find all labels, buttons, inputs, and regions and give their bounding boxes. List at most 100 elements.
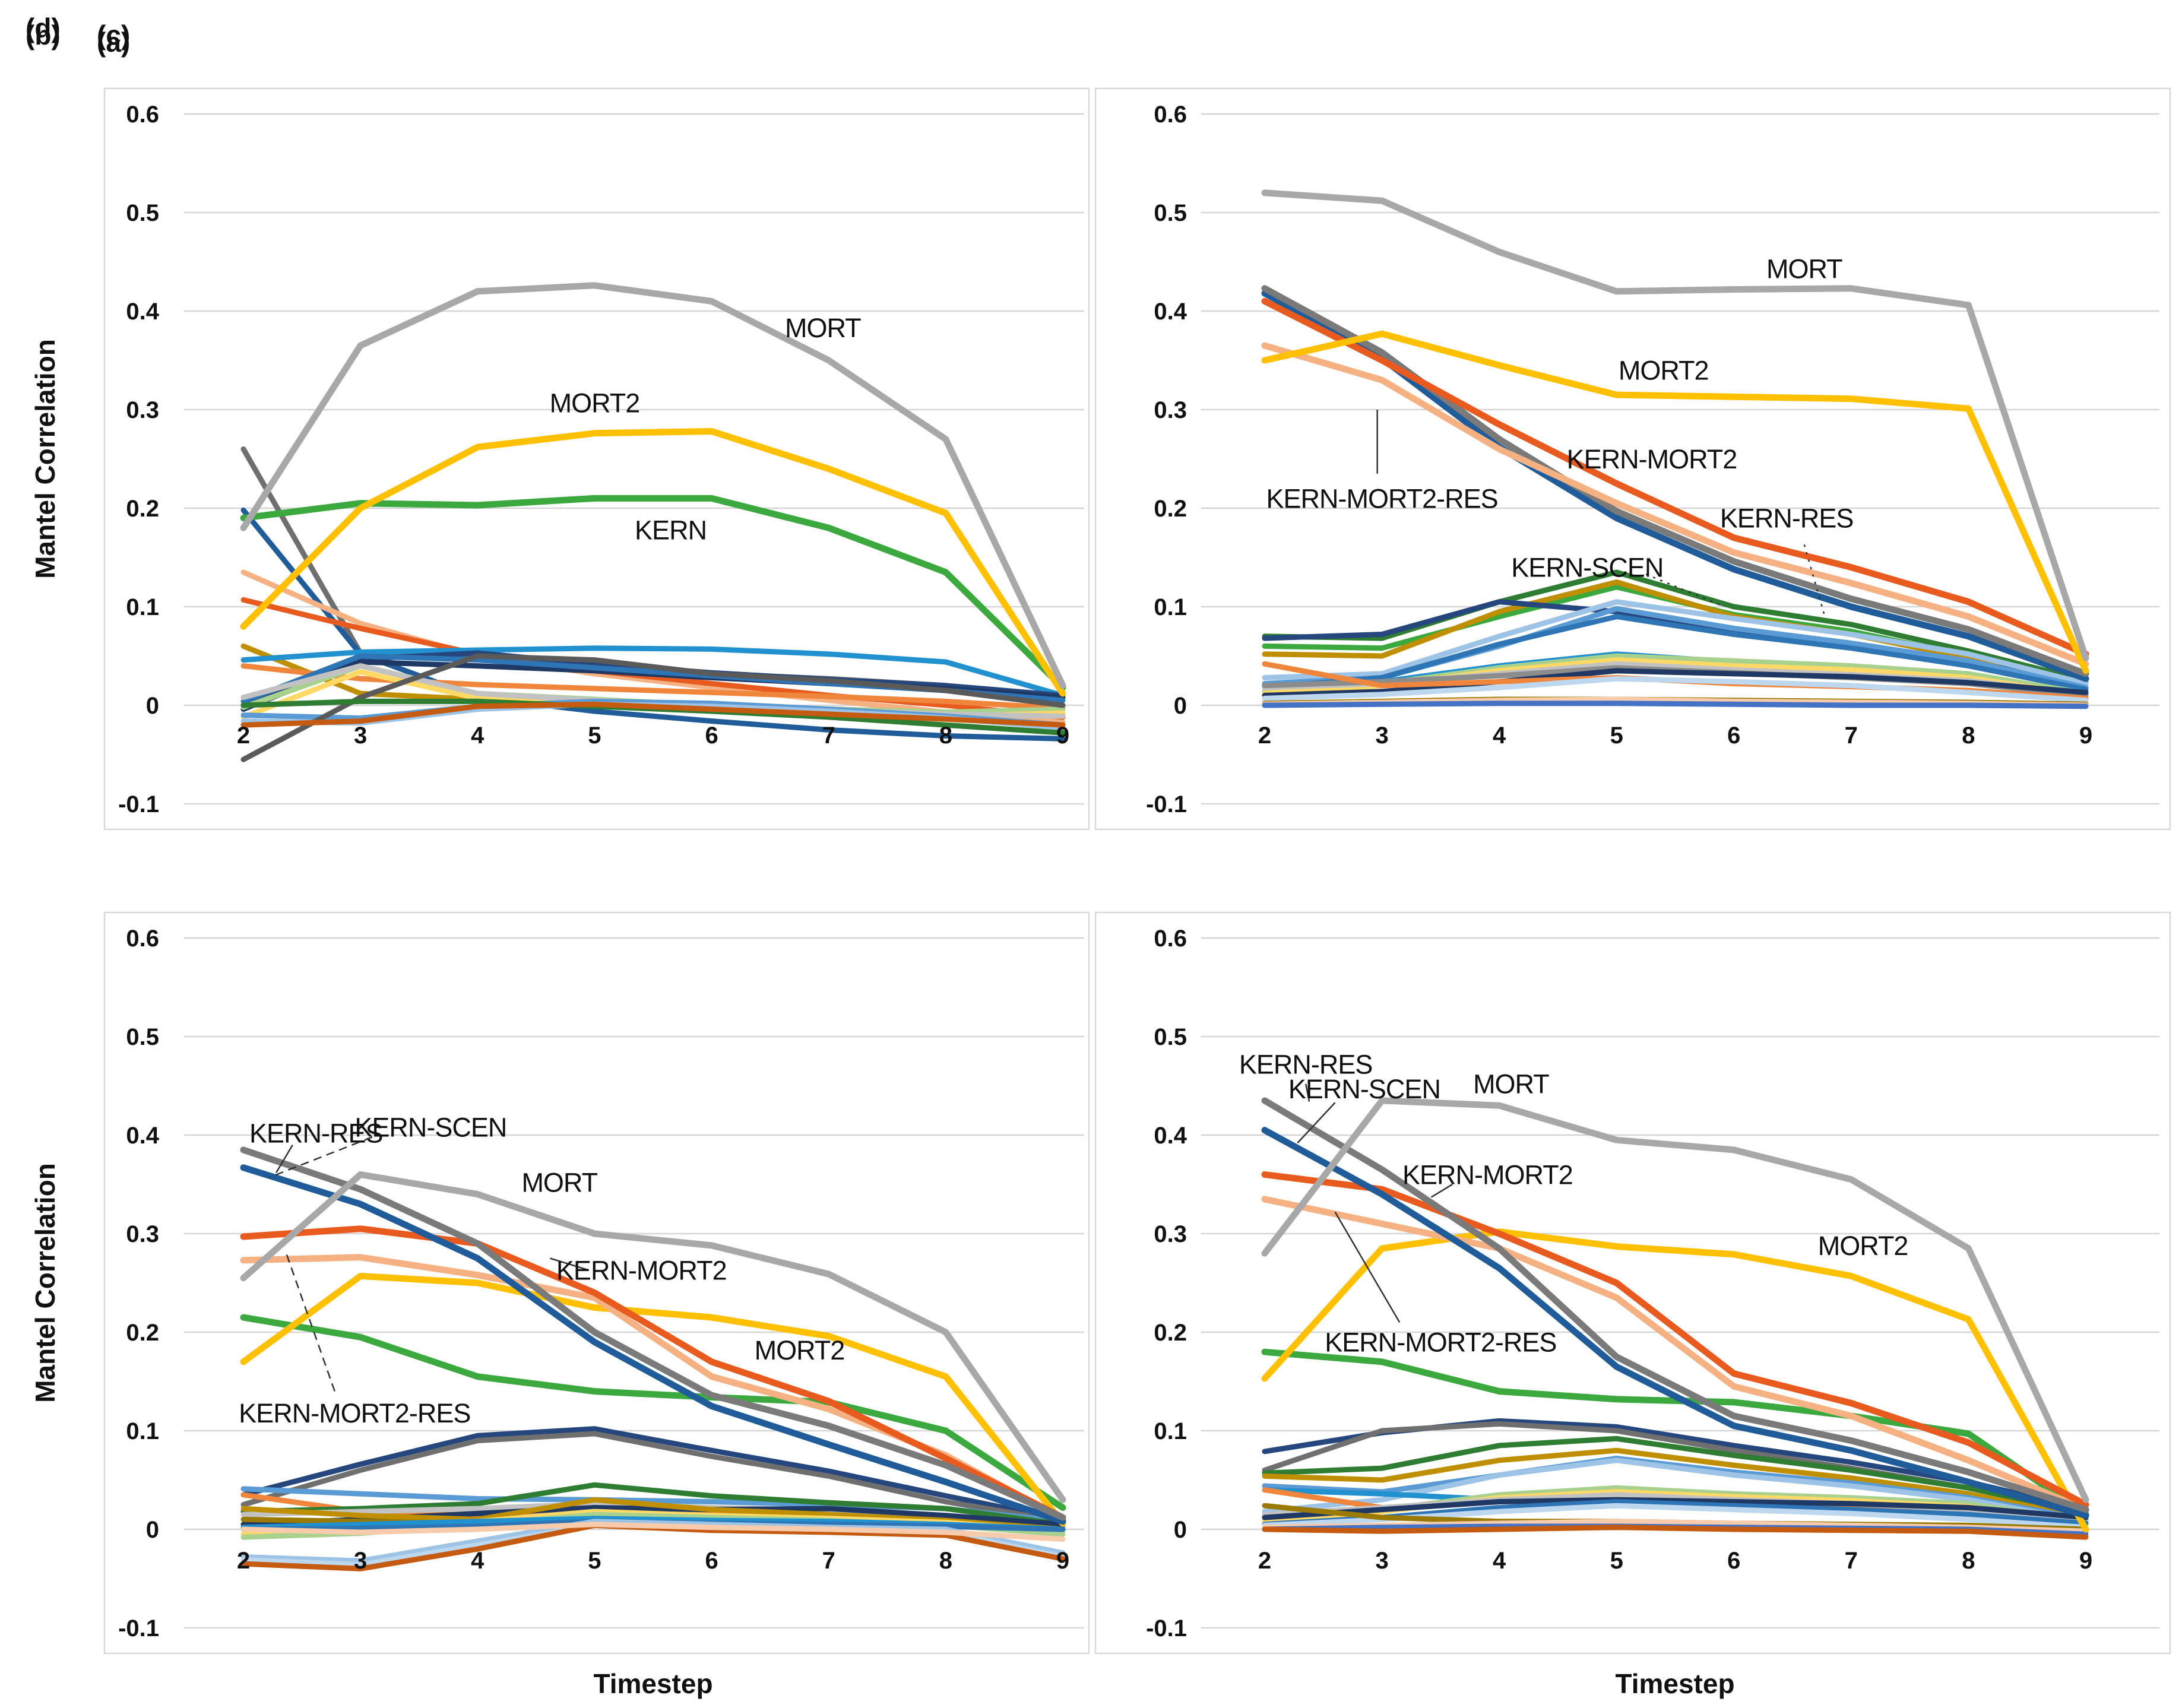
series-unlabeled-dark-red <box>240 701 1066 728</box>
panel-c-letter: (c) <box>97 20 131 50</box>
series-unlabeled-dark-red <box>1262 1525 2089 1540</box>
series-unlabeled-light-blue <box>1262 599 2089 686</box>
y-tick-label: 0.4 <box>126 1123 159 1149</box>
series-KERN-MORT2 <box>1261 1171 2089 1508</box>
x-tick-label: 3 <box>1375 723 1388 749</box>
x-tick-label: 8 <box>939 1548 952 1574</box>
panel-c: 0.6 0.5 0.4 0.3 0.2 0.1 0 -0.1 2 3 4 5 6 7 8 9 KERN-RES K… <box>0 853 1091 1705</box>
y-tick-label: -0.1 <box>118 1615 159 1642</box>
y-tick-label: 0.6 <box>1154 926 1187 952</box>
series-unlabeled-dark-navy <box>1262 668 2089 698</box>
series-inline-label: KERN-MORT2 <box>1402 1159 1573 1190</box>
x-tick-label: 2 <box>1258 723 1271 749</box>
series-MORT2 <box>240 1272 1066 1527</box>
x-tick-label: 4 <box>1493 1548 1506 1574</box>
series-inline-label: KERN-MORT2 <box>556 1255 727 1285</box>
series-MORT <box>1261 189 2089 661</box>
x-tick-label: 5 <box>1610 1548 1623 1574</box>
series-inline-label: KERN <box>635 515 707 546</box>
panel-b-chart: 0.6 0.5 0.4 0.3 0.2 0.1 0 -0.1 2 3 4 5 6 7 8 9 MORT MORT2… <box>1091 0 2181 853</box>
x-tick-label: 4 <box>471 723 484 749</box>
series-inline-label: KERN-MORT2-RES <box>1266 483 1497 514</box>
y-tick-label: 0 <box>1174 1517 1187 1543</box>
y-tick-label: 0.4 <box>1154 299 1187 325</box>
annotation-leader-line <box>1645 573 1725 608</box>
annotation-leader-line <box>1334 1211 1401 1323</box>
y-tick-label: -0.1 <box>1146 791 1187 817</box>
series-unlabeled-pale-orange <box>240 1522 1066 1542</box>
x-tick-label: 8 <box>1962 1548 1975 1574</box>
series-KERN-RES <box>1261 1097 2089 1513</box>
x-axis-title-panel-d: Timestep <box>1615 1668 1735 1699</box>
chart-area-border <box>103 87 1090 831</box>
series-unlabeled-bright-blue <box>240 645 1066 698</box>
annotation-leader-line <box>550 1257 589 1271</box>
annotation-leader-line <box>1304 1083 1310 1102</box>
series-unlabeled-olive <box>1262 1447 2089 1520</box>
x-axis-title-panel-c: Timestep <box>593 1668 713 1699</box>
series-MORT2 <box>1261 1228 2089 1533</box>
x-tick-label: 2 <box>237 1548 250 1574</box>
series-inline-label: MORT <box>1473 1069 1549 1099</box>
x-tick-label: 3 <box>354 723 367 749</box>
y-tick-label: 0.6 <box>126 102 159 128</box>
annotation-leader-line <box>268 1136 373 1178</box>
series-inline-label: MORT2 <box>1818 1231 1908 1261</box>
series-inline-label: MORT <box>521 1168 597 1198</box>
annotation-leader-line <box>284 1251 335 1392</box>
series-unlabeled-red-orange <box>240 597 1066 720</box>
panel-b: 0.6 0.5 0.4 0.3 0.2 0.1 0 -0.1 2 3 4 5 6 7 8 9 MORT MORT2… <box>1091 0 2181 853</box>
series-unlabeled-medium-blue <box>1262 614 2089 692</box>
x-tick-label: 3 <box>354 1548 367 1574</box>
y-tick-label: 0.2 <box>126 496 159 522</box>
y-tick-label: 0 <box>146 693 159 719</box>
x-tick-label: 2 <box>1258 1548 1271 1574</box>
y-tick-label: 0.2 <box>1154 1320 1187 1346</box>
series-inline-label: MORT2 <box>550 388 640 418</box>
y-tick-label: 0.3 <box>126 397 159 423</box>
series-KERN-RES <box>240 1146 1066 1521</box>
series-inline-label: MORT2 <box>1619 356 1709 386</box>
x-tick-label: 7 <box>1845 1548 1858 1574</box>
series-MORT <box>1261 1097 2089 1503</box>
y-tick-label: 0.4 <box>1154 1123 1187 1149</box>
series-KERN-MORT2 <box>240 1225 1066 1521</box>
series-unlabeled-dark-green <box>1262 569 2089 683</box>
y-axis-title-row2: Mantel Correlation <box>30 1163 61 1403</box>
y-tick-label: 0.2 <box>1154 496 1187 522</box>
series-inline-label: KERN-SCEN <box>1288 1074 1440 1104</box>
x-tick-label: 5 <box>1610 723 1623 749</box>
series-KERN-MORT2 <box>1261 297 2089 658</box>
x-tick-label: 8 <box>1962 723 1975 749</box>
x-tick-label: 4 <box>471 1548 484 1574</box>
y-tick-label: 0.5 <box>1154 1024 1187 1050</box>
x-tick-label: 7 <box>822 1548 835 1574</box>
series-inline-label: KERN-RES <box>249 1118 383 1149</box>
panel-d: 0.6 0.5 0.4 0.3 0.2 0.1 0 -0.1 2 3 4 5 6 7 8 9 KERN-RES K… <box>1091 853 2181 1705</box>
series-inline-label: KERN-RES <box>1239 1049 1373 1079</box>
x-tick-label: 7 <box>822 723 835 749</box>
x-tick-label: 4 <box>1493 723 1506 749</box>
series-MORT2 <box>240 428 1066 697</box>
series-unlabeled-charcoal <box>240 653 1066 762</box>
chart-area-border <box>103 911 1090 1655</box>
series-inline-label: KERN-MORT2 <box>1567 444 1737 474</box>
x-tick-label: 6 <box>1727 723 1740 749</box>
y-tick-label: 0.5 <box>126 1024 159 1050</box>
y-tick-label: 0.5 <box>126 200 159 226</box>
panel-b-letter: (b) <box>26 20 61 50</box>
series-unlabeled-olive <box>1262 579 2089 690</box>
x-tick-label: 3 <box>1375 1548 1388 1574</box>
x-tick-label: 6 <box>705 723 718 749</box>
series-KERN <box>240 1314 1066 1511</box>
y-tick-label: 0.1 <box>126 594 159 620</box>
y-tick-label: 0.5 <box>1154 200 1187 226</box>
series-unlabeled-pale-blue <box>1262 676 2089 704</box>
series-KERN-SCEN <box>1261 1127 2089 1519</box>
panel-c-chart: 0.6 0.5 0.4 0.3 0.2 0.1 0 -0.1 2 3 4 5 6 7 8 9 KERN-RES K… <box>0 853 1091 1705</box>
y-axis-title-row1: Mantel Correlation <box>30 339 61 579</box>
series-unlabeled-blue <box>1262 701 2089 709</box>
panel-a-letter: (a) <box>97 27 131 58</box>
series-KERN <box>1261 1348 2089 1518</box>
